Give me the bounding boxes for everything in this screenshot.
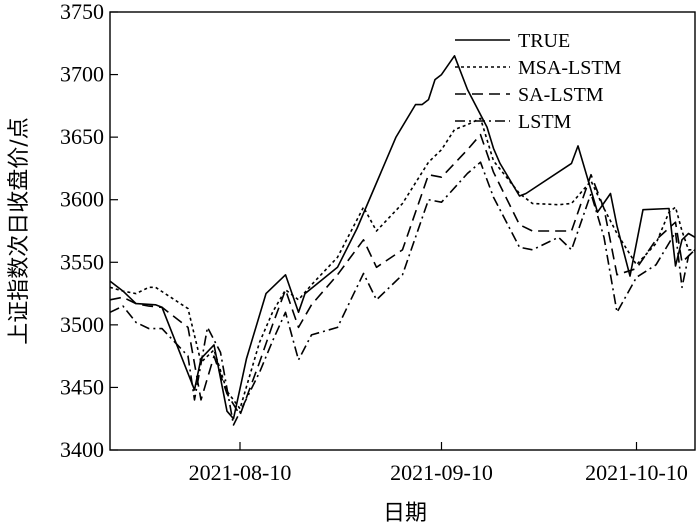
legend-label: TRUE: [518, 30, 570, 52]
x-axis-title: 日期: [383, 501, 427, 526]
series-line-lstm: [109, 161, 696, 426]
y-tick-label: 3650: [60, 124, 104, 149]
y-tick-label: 3600: [60, 187, 104, 212]
axis-ticks: 3400 3450 3500 3550 3600 3650 3700 3750 2021-08-…: [60, 0, 688, 485]
y-tick-label: 3500: [60, 312, 104, 337]
y-tick-label: 3450: [60, 374, 104, 399]
legend-label: LSTM: [518, 111, 572, 133]
legend-label: MSA-LSTM: [518, 57, 622, 79]
y-tick-label: 3750: [60, 0, 104, 24]
series-line-true: [109, 54, 696, 420]
plot-frame: [109, 11, 696, 451]
y-tick-label: 3550: [60, 249, 104, 274]
series-group: [109, 54, 696, 426]
y-tick-label: 3400: [60, 437, 104, 462]
x-tick-label: 2021-08-10: [189, 460, 292, 485]
y-tick-label: 3700: [60, 62, 104, 87]
x-tick-label: 2021-09-10: [390, 460, 493, 485]
x-tick-label: 2021-10-10: [585, 460, 688, 485]
legend: TRUE MSA-LSTM SA-LSTM LSTM: [455, 30, 622, 133]
legend-label: SA-LSTM: [518, 84, 604, 106]
series-line-msa-lstm: [109, 117, 695, 410]
series-line-sa-lstm: [109, 133, 696, 416]
y-axis-title: 上证指数次日收盘价/点: [7, 117, 32, 344]
